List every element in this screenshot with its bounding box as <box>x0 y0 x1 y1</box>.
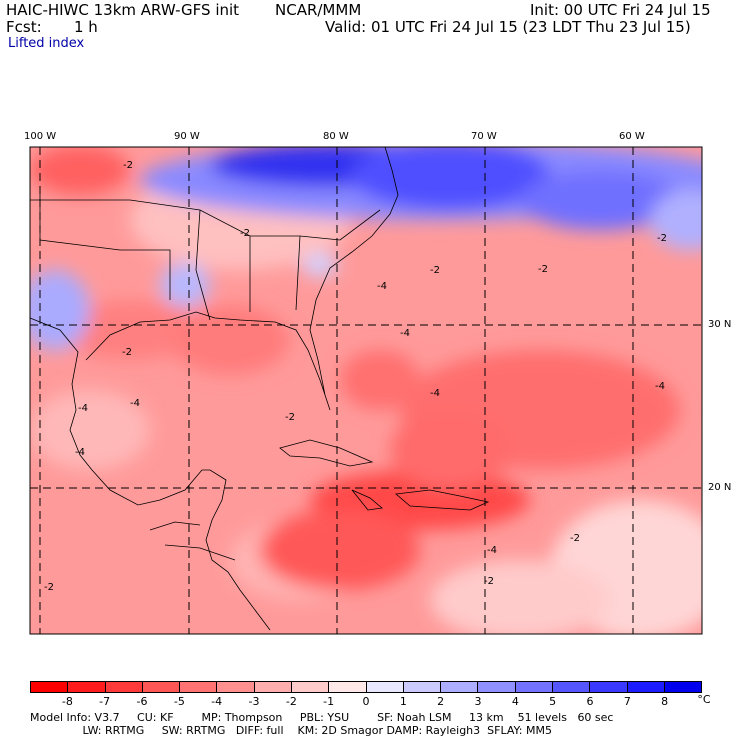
colorbar-swatch <box>68 682 106 692</box>
colorbar-tick-label: -2 <box>285 695 297 708</box>
colorbar-unit: °C <box>697 693 711 706</box>
colorbar-tick-label: 1 <box>399 695 407 708</box>
colorbar-swatch <box>31 682 69 692</box>
contour-label: -2 <box>538 264 548 275</box>
contour-labels: -2 -2 -2 -2 -2 -2 -2 -2 -2 -2 -4 -4 -4 -… <box>44 160 667 593</box>
colorbar-swatch <box>590 682 628 692</box>
contour-label: -4 <box>75 447 85 458</box>
colorbar-tick-label: 2 <box>437 695 445 708</box>
forecast-label: Fcst: <box>6 18 42 36</box>
org-label: NCAR/MMM <box>275 1 362 19</box>
colorbar-swatch <box>217 682 255 692</box>
contour-label: -2 <box>657 233 667 244</box>
colorbar-tick-label: -1 <box>323 695 335 708</box>
lon-label: 80 W <box>323 131 349 142</box>
colorbar-swatch <box>142 682 181 692</box>
coastlines <box>29 146 490 631</box>
colorbar-tick-label: 4 <box>511 695 519 708</box>
colorbar-swatch <box>254 682 292 692</box>
colorbar-tick-label: 0 <box>362 695 370 708</box>
contour-label: -4 <box>377 281 387 292</box>
colorbar-swatch <box>180 682 218 692</box>
init-time: Init: 00 UTC Fri 24 Jul 15 <box>530 1 711 19</box>
forecast-hour: 1 h <box>74 18 98 36</box>
colorbar-tick-label: -6 <box>136 695 148 708</box>
colorbar-swatch <box>664 682 702 692</box>
contour-label: -4 <box>400 328 410 339</box>
contour-label: -2 <box>44 582 54 593</box>
colorbar-tick-label: 6 <box>586 695 594 708</box>
contour-label: -2 <box>123 160 133 171</box>
model-info-line1: Model Info: V3.7 CU: KF MP: Thompson PBL… <box>30 711 614 724</box>
colorbar-tick-label: 3 <box>474 695 482 708</box>
colorbar-swatch <box>441 682 479 692</box>
contour-label: -2 <box>240 228 250 239</box>
contour-label: -4 <box>430 388 440 399</box>
colorbar-swatch <box>627 682 665 692</box>
colorbar-tick-label: -8 <box>61 695 73 708</box>
colorbar-tick-label: -7 <box>99 695 111 708</box>
lat-lon-grid <box>30 147 702 634</box>
contour-label: -2 <box>484 576 494 587</box>
contour-label: -4 <box>655 381 665 392</box>
contour-label: -2 <box>122 347 132 358</box>
contour-label: -2 <box>430 265 440 276</box>
lon-label: 100 W <box>24 131 57 142</box>
lat-label: 30 N <box>708 319 732 330</box>
lon-label: 60 W <box>619 131 645 142</box>
colorbar-tick-label: -3 <box>248 695 260 708</box>
colorbar-tick-label: 5 <box>549 695 557 708</box>
map-field <box>30 147 702 634</box>
contour-label: -4 <box>487 545 497 556</box>
colorbar-tick-label: -5 <box>173 695 185 708</box>
colorbar <box>30 681 702 693</box>
contour-label: -2 <box>285 412 295 423</box>
colorbar-tick-label: -4 <box>211 695 223 708</box>
map-frame <box>29 146 703 635</box>
colorbar-swatch <box>478 682 516 692</box>
colorbar-swatch <box>291 682 330 692</box>
contour-label: -4 <box>130 398 140 409</box>
colorbar-swatch <box>515 682 553 692</box>
lon-label: 90 W <box>174 131 200 142</box>
lon-label: 70 W <box>471 131 497 142</box>
colorbar-swatch <box>366 682 404 692</box>
lat-label: 20 N <box>708 482 732 493</box>
model-title: HAIC-HIWC 13km ARW-GFS init <box>6 1 240 19</box>
contour-label: -2 <box>570 533 580 544</box>
contour-label: -4 <box>78 403 88 414</box>
field-name: Lifted index <box>8 36 85 51</box>
colorbar-tick-label: 8 <box>661 695 669 708</box>
valid-time: Valid: 01 UTC Fri 24 Jul 15 (23 LDT Thu … <box>325 18 691 36</box>
colorbar-swatch <box>403 682 442 692</box>
colorbar-tick-label: 7 <box>623 695 631 708</box>
colorbar-swatch <box>552 682 591 692</box>
colorbar-swatch <box>105 682 143 692</box>
model-info-line2: LW: RRTMG SW: RRTMG DIFF: full KM: 2D Sm… <box>30 724 552 737</box>
colorbar-swatch <box>329 682 367 692</box>
